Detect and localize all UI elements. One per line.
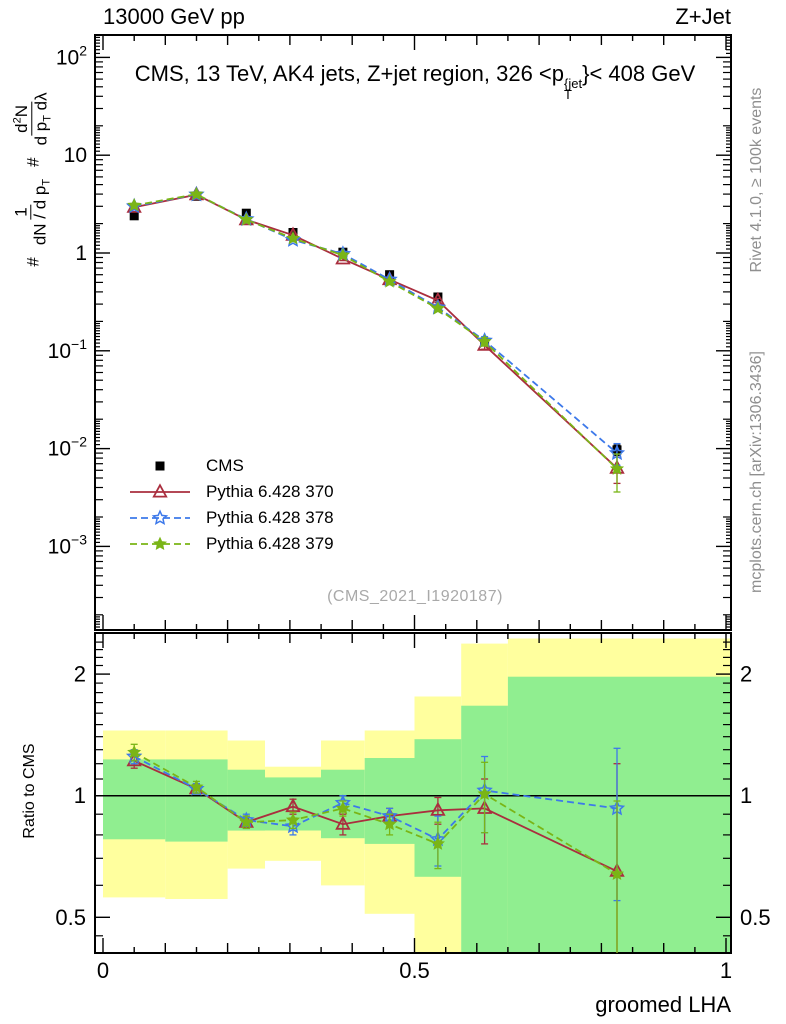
pt-jet-supsub: {jet T xyxy=(564,76,583,102)
svg-text:0.5: 0.5 xyxy=(740,905,771,930)
ylabel-frac2-num-text: d xyxy=(11,123,31,133)
ylabel-hash: # xyxy=(23,257,42,267)
svg-text:1: 1 xyxy=(75,242,87,265)
ylabel-frac1-den-text: dN / d p xyxy=(30,185,50,246)
ylabel-frac-1: 1 dN / d pT xyxy=(12,176,54,248)
svg-text:1: 1 xyxy=(740,783,752,808)
ylabel-frac2-den-text: d p xyxy=(30,121,50,146)
ylabel-frac1-num: 1 xyxy=(12,204,32,220)
cms-marker-icon xyxy=(128,456,192,476)
svg-text:10: 10 xyxy=(64,144,87,167)
axis-ticks xyxy=(95,35,731,953)
legend-item-cms: CMS xyxy=(128,453,334,479)
tick-labels: 102 10 1 10−1 10−2 10−3 0.5 0.5 1 1 2 2 0 0.5 1 xyxy=(48,42,771,983)
legend-label: Pythia 6.428 370 xyxy=(206,482,334,501)
analysis-id-watermark: (CMS_2021_I1920187) xyxy=(327,588,503,605)
plot-title-post: }< 408 GeV xyxy=(582,61,696,86)
ylabel-frac-2: d2N d pT dλ xyxy=(11,89,54,148)
ylabel-frac2-num-text2: N xyxy=(11,104,31,118)
svg-text:0.5: 0.5 xyxy=(399,958,430,983)
pythia-370-marker-icon xyxy=(128,482,192,502)
legend-item-pythia-370: Pythia 6.428 370 xyxy=(128,479,334,505)
svg-text:10−1: 10−1 xyxy=(48,336,88,363)
ylabel-frac1-den-sub: T xyxy=(40,178,53,186)
ylabel-frac1-den: dN / d pT xyxy=(30,176,53,248)
svg-text:0: 0 xyxy=(97,958,109,983)
svg-text:10−2: 10−2 xyxy=(48,434,88,461)
plot-title-sup: {jet xyxy=(564,76,583,91)
svg-text:102: 102 xyxy=(56,42,87,69)
svg-text:1: 1 xyxy=(74,783,86,808)
ylabel-frac2-num-sup: 2 xyxy=(11,117,24,124)
beam-energy-label: 13000 GeV pp xyxy=(103,4,245,29)
ylabel-hash: # xyxy=(23,157,42,167)
uncertainty-bands xyxy=(103,638,731,953)
legend-item-pythia-379: Pythia 6.428 379 xyxy=(128,531,334,557)
ylabel-frac2-num: d2N xyxy=(11,101,32,136)
pythia-378-marker-icon xyxy=(128,508,192,528)
svg-text:1: 1 xyxy=(720,958,732,983)
mcplots-reference-text: mcplots.cern.ch [arXiv:1306.3436] xyxy=(748,351,765,593)
ylabel-frac2-den-text2: dλ xyxy=(30,92,50,116)
plot-title-sub: T xyxy=(564,87,572,102)
main-y-axis-label: # 1 dN / d pT # d2N d pT dλ xyxy=(11,89,54,267)
legend-label: CMS xyxy=(206,456,244,475)
legend-label: Pythia 6.428 379 xyxy=(206,534,334,553)
ratio-series xyxy=(125,743,626,953)
svg-text:2: 2 xyxy=(74,662,86,687)
ylabel-frac2-den: d pT dλ xyxy=(30,89,54,148)
ratio-y-axis-label: Ratio to CMS xyxy=(21,743,38,839)
plot-title-text: CMS, 13 TeV, AK4 jets, Z+jet region, 326… xyxy=(134,61,565,86)
legend: CMS Pythia 6.428 370 Pythia 6.428 378 Py… xyxy=(128,453,334,557)
svg-text:2: 2 xyxy=(740,662,752,687)
x-axis-label: groomed LHA xyxy=(595,992,731,1017)
rivet-version-text: Rivet 4.1.0, ≥ 100k events xyxy=(748,87,765,273)
process-label: Z+Jet xyxy=(675,4,731,29)
legend-label: Pythia 6.428 378 xyxy=(206,508,334,527)
legend-item-pythia-378: Pythia 6.428 378 xyxy=(128,505,334,531)
svg-text:10−3: 10−3 xyxy=(48,531,88,558)
ylabel-frac2-den-sub: T xyxy=(41,115,54,122)
pythia-379-marker-icon xyxy=(128,534,192,554)
plot-title: CMS, 13 TeV, AK4 jets, Z+jet region, 326… xyxy=(95,61,735,102)
main-series xyxy=(125,185,626,493)
svg-text:0.5: 0.5 xyxy=(55,905,86,930)
